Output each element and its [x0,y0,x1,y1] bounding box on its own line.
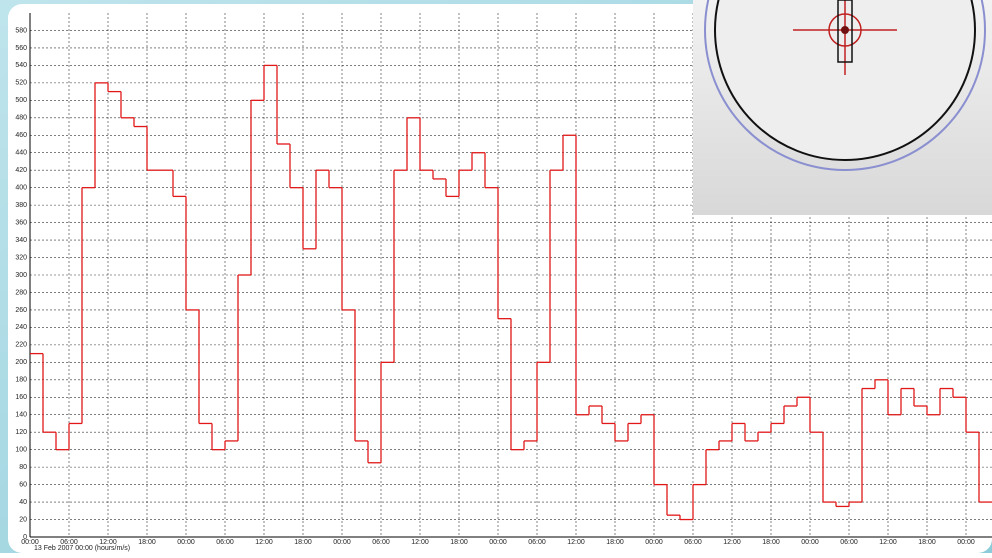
y-tick-label: 340 [15,237,27,244]
x-tick-label: 06:00 [216,539,234,546]
y-tick-label: 500 [15,97,27,104]
y-tick-label: 220 [15,342,27,349]
y-tick-label: 400 [15,185,27,192]
y-tick-label: 80 [19,464,27,471]
y-tick-label: 580 [15,27,27,34]
y-tick-label: 520 [15,80,27,87]
x-tick-label: 12:00 [567,539,585,546]
y-tick-label: 300 [15,272,27,279]
x-tick-label: 12:00 [255,539,273,546]
y-tick-label: 320 [15,254,27,261]
x-tick-label: 00:00 [645,539,663,546]
y-tick-label: 260 [15,307,27,314]
x-tick-label: 12:00 [99,539,117,546]
y-tick-label: 380 [15,202,27,209]
x-tick-label: 18:00 [918,539,936,546]
x-tick-label: 00:00 [957,539,975,546]
x-tick-label: 18:00 [450,539,468,546]
y-tick-label: 100 [15,447,27,454]
x-tick-label: 18:00 [294,539,312,546]
x-tick-label: 00:00 [177,539,195,546]
x-tick-label: 06:00 [528,539,546,546]
x-axis-label: 13 Feb 2007 00:00 (hours/m/s) [34,545,130,552]
y-tick-label: 440 [15,150,27,157]
y-tick-label: 180 [15,377,27,384]
y-tick-label: 140 [15,412,27,419]
y-tick-label: 540 [15,62,27,69]
x-tick-label: 12:00 [879,539,897,546]
y-tick-label: 160 [15,394,27,401]
x-tick-label: 00:00 [801,539,819,546]
x-tick-label: 12:00 [723,539,741,546]
x-tick-label: 06:00 [372,539,390,546]
y-tick-label: 460 [15,132,27,139]
y-tick-label: 20 [19,516,27,523]
y-tick-label: 560 [15,45,27,52]
x-tick-label: 06:00 [684,539,702,546]
y-tick-label: 0 [23,534,27,541]
y-tick-label: 200 [15,359,27,366]
x-tick-label: 06:00 [60,539,78,546]
y-tick-label: 480 [15,115,27,122]
y-tick-label: 420 [15,167,27,174]
x-tick-label: 18:00 [762,539,780,546]
y-tick-label: 360 [15,219,27,226]
x-tick-label: 06:00 [840,539,858,546]
x-tick-label: 00:00 [333,539,351,546]
y-tick-label: 280 [15,289,27,296]
y-tick-label: 240 [15,324,27,331]
x-tick-label: 12:00 [411,539,429,546]
y-tick-label: 120 [15,429,27,436]
x-tick-label: 18:00 [606,539,624,546]
x-tick-label: 00:00 [21,539,39,546]
inset-view [693,0,992,215]
x-tick-label: 00:00 [489,539,507,546]
y-tick-label: 40 [19,499,27,506]
x-tick-label: 18:00 [138,539,156,546]
y-tick-label: 60 [19,481,27,488]
